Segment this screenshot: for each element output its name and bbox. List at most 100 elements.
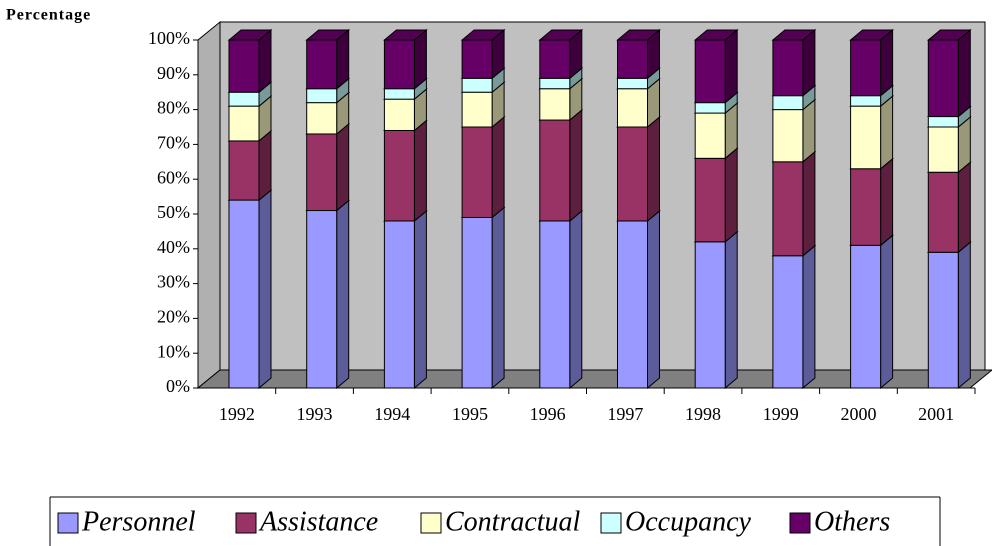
bar: [228, 105, 260, 142]
bar-side: [491, 206, 505, 390]
legend-swatch: [235, 512, 257, 534]
legend-label: Assistance: [258, 506, 378, 537]
bar: [927, 171, 959, 253]
bar: [306, 39, 338, 90]
bar: [383, 98, 415, 131]
bar-side: [336, 199, 350, 390]
bar: [772, 161, 804, 257]
bar: [772, 109, 804, 163]
bar-side: [880, 28, 894, 97]
x-tick-label: 1993: [297, 404, 333, 424]
bar: [694, 157, 726, 243]
bar-side: [802, 28, 816, 97]
bar: [383, 220, 415, 389]
bar-side: [957, 241, 971, 390]
bar-side: [569, 108, 583, 223]
bar: [306, 210, 338, 389]
legend-label: Personnel: [81, 506, 196, 537]
bar-side: [802, 150, 816, 257]
bar: [228, 199, 260, 389]
y-tick-label: 10%: [157, 341, 190, 361]
y-tick-label: 50%: [157, 202, 190, 222]
bar: [850, 95, 882, 107]
y-tick-label: 70%: [157, 133, 190, 153]
bar: [617, 39, 648, 79]
bar: [617, 77, 648, 90]
bar: [539, 119, 571, 222]
bar-side: [413, 209, 427, 390]
bar: [539, 77, 571, 90]
bar-side: [258, 28, 272, 94]
legend-swatch: [600, 512, 622, 534]
y-tick-label: 100%: [148, 28, 190, 48]
bar-side: [413, 119, 427, 223]
bar-side: [336, 122, 350, 212]
bar: [306, 88, 338, 104]
bar: [539, 39, 571, 79]
bar: [772, 39, 804, 97]
y-tick-label: 30%: [157, 272, 190, 292]
y-tick-label: 60%: [157, 167, 190, 187]
bar-side: [724, 28, 738, 104]
y-tick-label: 0%: [166, 376, 190, 396]
bar: [228, 39, 260, 93]
bar: [850, 39, 882, 97]
x-tick-label: 1998: [685, 404, 721, 424]
bar: [461, 77, 493, 93]
x-tick-label: 1996: [530, 404, 566, 424]
bar: [228, 91, 260, 107]
side-wall: [197, 20, 221, 390]
bar: [461, 91, 493, 128]
bar: [927, 39, 959, 118]
legend-swatch: [789, 512, 811, 534]
y-tick-label: 80%: [157, 98, 190, 118]
bar-side: [647, 115, 660, 223]
bar: [850, 105, 882, 170]
bar: [539, 220, 571, 389]
bar: [461, 126, 493, 218]
x-tick-label: 1994: [374, 404, 410, 424]
bar: [306, 102, 338, 135]
bar: [617, 126, 648, 222]
x-tick-label: 1999: [763, 404, 799, 424]
bar-side: [957, 28, 971, 118]
bar: [617, 88, 648, 128]
legend-label: Occupancy: [625, 506, 752, 537]
bar: [772, 255, 804, 389]
bar: [617, 220, 648, 389]
legend-label: Others: [814, 506, 890, 537]
x-tick-label: 1995: [452, 404, 488, 424]
bar-side: [802, 98, 816, 163]
bar: [694, 102, 726, 114]
bar: [383, 39, 415, 90]
bar: [850, 244, 882, 389]
legend-swatch: [420, 512, 442, 534]
bar: [461, 216, 493, 389]
y-tick-label: 90%: [157, 63, 190, 83]
bar: [850, 168, 882, 246]
bar: [306, 133, 338, 212]
bar: [694, 112, 726, 159]
bar: [383, 88, 415, 100]
bar: [461, 39, 493, 79]
bar-side: [957, 161, 971, 254]
x-tick-label: 2001: [918, 404, 954, 424]
x-tick-label: 2000: [840, 404, 876, 424]
bar: [694, 241, 726, 389]
legend-swatch: [57, 512, 79, 534]
bar-side: [802, 244, 816, 390]
x-tick-label: 1997: [607, 404, 643, 424]
bar: [228, 140, 260, 201]
bar-side: [880, 95, 894, 170]
bar-side: [258, 189, 272, 390]
y-tick-label: 40%: [157, 237, 190, 257]
bar: [539, 88, 571, 121]
bar-side: [258, 129, 272, 202]
bar-side: [569, 209, 583, 390]
bar: [927, 116, 959, 128]
bar: [927, 251, 959, 389]
y-axis-title: Percentage: [6, 7, 91, 24]
bar-side: [880, 157, 894, 247]
bar-side: [724, 147, 738, 243]
